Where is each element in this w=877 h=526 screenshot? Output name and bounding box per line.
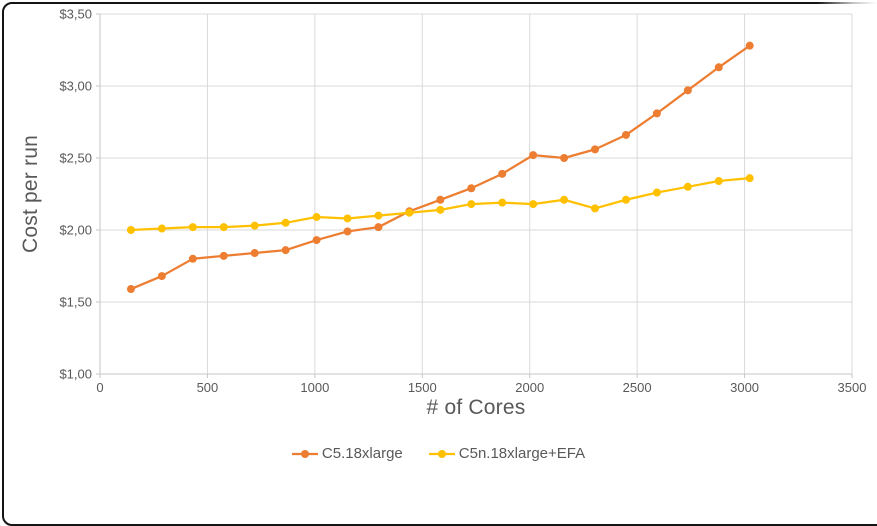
x-tick-label: 3500 bbox=[838, 380, 867, 395]
legend-label: C5n.18xlarge+EFA bbox=[458, 445, 586, 462]
series-line bbox=[129, 177, 751, 232]
data-point-marker bbox=[219, 223, 228, 232]
legend-marker-c5-18xlarge bbox=[291, 449, 318, 458]
data-point-marker bbox=[157, 272, 166, 281]
tick-labels: 0 500 1000 1500 2000 2500 3000 3500 $1,00 $1,50 $2… bbox=[59, 7, 866, 396]
y-tick-label: $1,50 bbox=[59, 295, 92, 310]
data-point-marker bbox=[126, 226, 135, 234]
series-c5n-18xlarge-efa bbox=[126, 174, 754, 234]
data-point-marker bbox=[621, 195, 630, 204]
y-tick-label: $3,00 bbox=[59, 79, 92, 94]
data-point-marker bbox=[188, 223, 197, 232]
x-tick-label: 3000 bbox=[730, 380, 759, 395]
data-point-marker bbox=[188, 254, 197, 263]
data-point-marker bbox=[343, 227, 352, 236]
data-point-marker bbox=[560, 195, 569, 204]
data-point-marker bbox=[281, 246, 290, 255]
data-point-marker bbox=[683, 182, 692, 191]
legend-label: C5.18xlarge bbox=[321, 445, 403, 462]
data-point-marker bbox=[250, 249, 259, 258]
plot-svg: 0 500 1000 1500 2000 2500 3000 3500 $1,00 $1,50 $2… bbox=[59, 7, 866, 396]
data-point-marker bbox=[374, 223, 383, 232]
y-axis-title: Cost per run bbox=[19, 135, 42, 253]
x-tick-label: 2500 bbox=[623, 380, 652, 395]
data-point-marker bbox=[219, 251, 228, 260]
data-point-marker bbox=[467, 184, 476, 193]
y-tick-label: $1,00 bbox=[59, 367, 92, 382]
data-point-marker bbox=[436, 195, 445, 204]
data-point-marker bbox=[250, 221, 259, 230]
x-tick-label: 0 bbox=[96, 380, 103, 395]
data-point-marker bbox=[591, 204, 600, 213]
legend-marker-dot bbox=[300, 449, 309, 458]
data-point-marker bbox=[591, 145, 600, 154]
gridlines bbox=[100, 13, 853, 374]
data-point-marker bbox=[312, 236, 321, 245]
x-tick-label: 2000 bbox=[515, 380, 544, 395]
data-point-marker bbox=[436, 205, 445, 214]
x-tick-label: 1000 bbox=[300, 380, 329, 395]
data-point-marker bbox=[560, 154, 569, 162]
data-point-marker bbox=[374, 211, 383, 220]
axes bbox=[96, 13, 853, 378]
data-point-marker bbox=[405, 208, 414, 217]
y-tick-label: $3,50 bbox=[59, 7, 92, 22]
series-c5-18xlarge bbox=[126, 41, 754, 294]
data-point-marker bbox=[281, 218, 290, 227]
data-point-marker bbox=[498, 169, 507, 178]
data-point-marker bbox=[467, 200, 476, 209]
data-point-marker bbox=[683, 86, 692, 95]
legend-marker-c5n-18xlarge-efa bbox=[428, 449, 455, 458]
data-point-marker bbox=[529, 200, 538, 209]
data-point-marker bbox=[157, 224, 166, 233]
x-axis-title: # of Cores bbox=[426, 396, 526, 419]
x-tick-label: 500 bbox=[197, 380, 219, 395]
data-point-marker bbox=[126, 285, 135, 294]
y-tick-label: $2,00 bbox=[59, 223, 92, 238]
data-point-marker bbox=[312, 213, 321, 222]
x-tick-label: 1500 bbox=[408, 380, 437, 395]
data-point-marker bbox=[745, 41, 754, 50]
data-point-marker bbox=[529, 151, 538, 160]
data-point-marker bbox=[745, 174, 754, 183]
legend-marker-dot bbox=[437, 449, 446, 458]
data-point-marker bbox=[652, 109, 661, 118]
legend-item-c5-18xlarge: C5.18xlarge bbox=[291, 445, 403, 462]
data-point-marker bbox=[498, 198, 507, 207]
legend: C5.18xlarge C5n.18xlarge+EFA bbox=[0, 445, 877, 462]
data-point-marker bbox=[714, 63, 723, 72]
data-point-marker bbox=[714, 177, 723, 186]
data-point-marker bbox=[621, 130, 630, 139]
y-tick-label: $2,50 bbox=[59, 151, 92, 166]
data-point-marker bbox=[343, 214, 352, 223]
legend-item-c5n-18xlarge-efa: C5n.18xlarge+EFA bbox=[428, 445, 586, 462]
data-point-marker bbox=[652, 188, 661, 197]
